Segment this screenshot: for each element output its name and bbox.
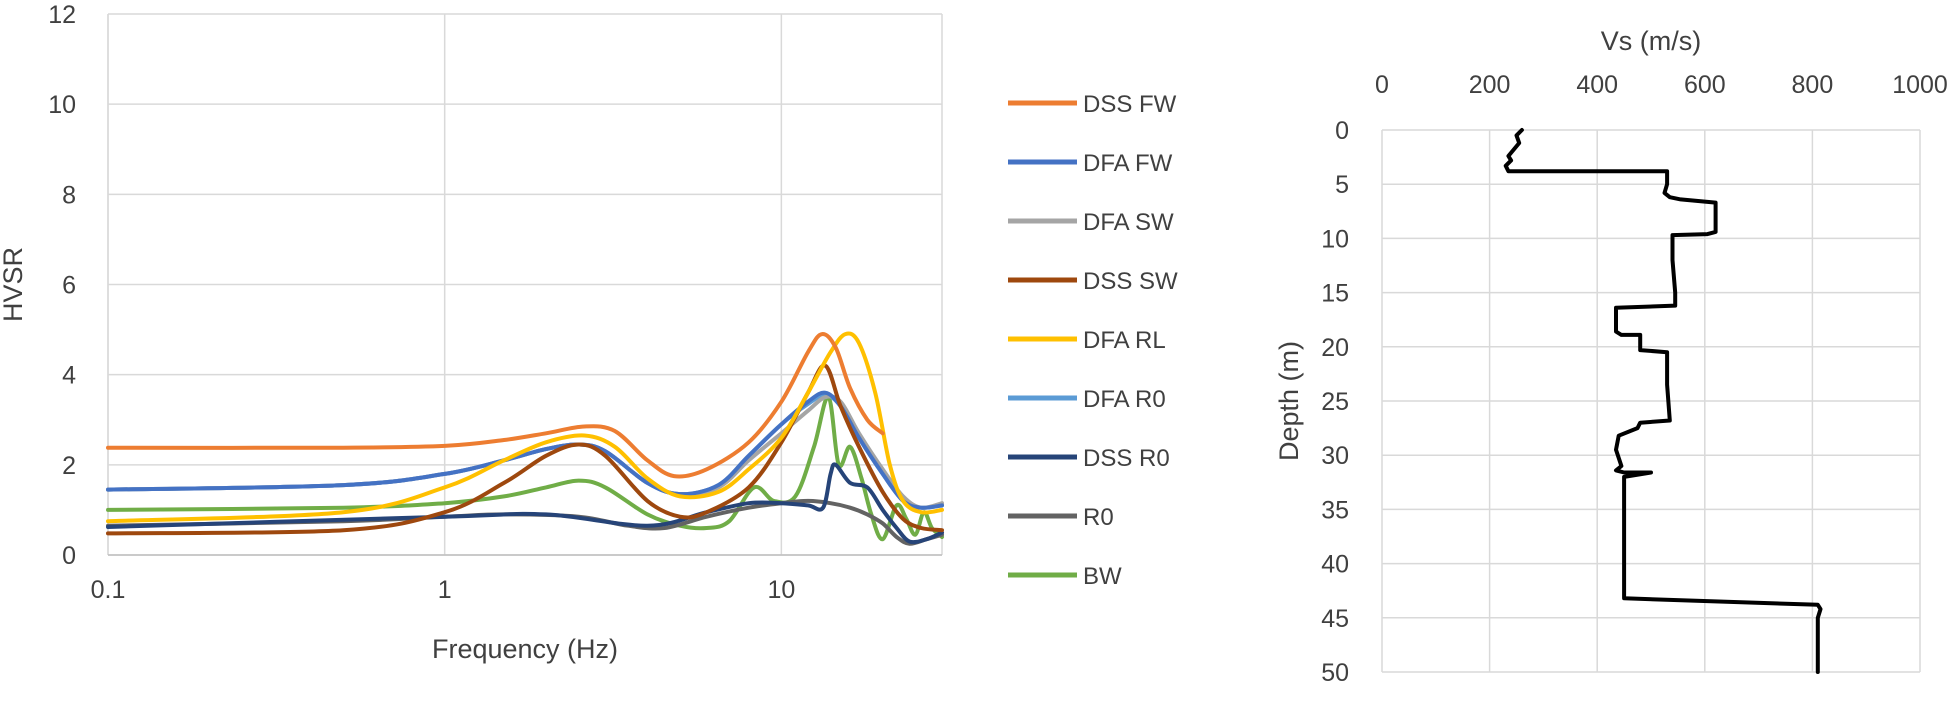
legend-label: DSS R0: [1083, 445, 1170, 472]
legend-item-dss-sw: DSS SW: [1008, 268, 1178, 295]
hvsr-series-lines: [106, 331, 944, 546]
hvsr-chart: 0 2 4 6 8 10 12 0.1 1 10 Frequency (Hz) HVSR DSS …: [0, 1, 1178, 664]
hvsr-x-axis-label: Frequency (Hz): [432, 634, 618, 664]
legend-item-r0: R0: [1008, 504, 1114, 531]
legend-label: DFA RL: [1083, 327, 1166, 354]
series-line-dfa-rl: [106, 331, 944, 524]
vs-x-tick-label: 0: [1375, 71, 1389, 99]
hvsr-y-tick-label: 6: [62, 272, 76, 300]
depth-y-tick-label: 50: [1321, 659, 1349, 687]
vs-profile-tick-labels: 0 200 400 600 800 1000 0 5 10 15 20 25 30 35 40 45 50: [1321, 71, 1948, 687]
vs-x-axis-label: Vs (m/s): [1601, 26, 1702, 56]
hvsr-x-tick-label: 0.1: [91, 576, 126, 604]
hvsr-y-tick-label: 8: [62, 181, 76, 209]
legend-label: R0: [1083, 504, 1114, 531]
series-line-dss-sw: [106, 363, 944, 536]
series-line-dss-fw: [106, 332, 885, 479]
hvsr-y-axis-label: HVSR: [0, 247, 28, 322]
hvsr-x-tick-label: 1: [438, 576, 452, 604]
vs-x-tick-label: 1000: [1892, 71, 1948, 99]
legend: DSS FW DFA FW DFA SW DSS SW DFA RL DFA R0 DSS …: [1008, 91, 1178, 590]
legend-label: DFA R0: [1083, 386, 1166, 413]
legend-label: DFA SW: [1083, 209, 1174, 236]
hvsr-x-tick-label: 10: [767, 576, 795, 604]
depth-y-tick-label: 45: [1321, 605, 1349, 633]
legend-item-bw: BW: [1008, 563, 1122, 590]
legend-item-dfa-rl: DFA RL: [1008, 327, 1166, 354]
legend-item-dfa-fw: DFA FW: [1008, 150, 1173, 177]
legend-label: DFA FW: [1083, 150, 1173, 177]
series-line-dss-r0: [106, 462, 944, 545]
hvsr-grid: [107, 13, 943, 556]
vs-profile-line: [1503, 128, 1823, 674]
legend-label: DSS SW: [1083, 268, 1178, 295]
depth-y-tick-label: 10: [1321, 225, 1349, 253]
vs-x-tick-label: 600: [1684, 71, 1726, 99]
hvsr-tick-labels: 0 2 4 6 8 10 12 0.1 1 10: [48, 1, 795, 604]
depth-y-tick-label: 35: [1321, 496, 1349, 524]
depth-y-axis-label: Depth (m): [1274, 341, 1304, 461]
hvsr-y-tick-label: 2: [62, 452, 76, 480]
series-line-dfa-fw: [106, 390, 944, 510]
depth-y-tick-label: 30: [1321, 442, 1349, 470]
depth-y-tick-label: 25: [1321, 388, 1349, 416]
vs-x-tick-label: 400: [1576, 71, 1618, 99]
depth-y-tick-label: 5: [1335, 171, 1349, 199]
hvsr-y-tick-label: 12: [48, 1, 76, 29]
depth-y-tick-label: 40: [1321, 551, 1349, 579]
legend-item-dss-r0: DSS R0: [1008, 445, 1170, 472]
vs-x-tick-label: 800: [1792, 71, 1834, 99]
depth-y-tick-label: 15: [1321, 280, 1349, 308]
vs-profile-chart: 0 200 400 600 800 1000 0 5 10 15 20 25 30 35 40 45 50 Vs…: [1274, 26, 1948, 687]
legend-item-dss-fw: DSS FW: [1008, 91, 1177, 118]
legend-item-dfa-sw: DFA SW: [1008, 209, 1174, 236]
vs-profile-grid: [1381, 129, 1921, 673]
legend-label: DSS FW: [1083, 91, 1177, 118]
hvsr-y-tick-label: 0: [62, 542, 76, 570]
legend-label: BW: [1083, 563, 1122, 590]
depth-y-tick-label: 20: [1321, 334, 1349, 362]
vs-profile-series-line: [1503, 128, 1823, 674]
vs-x-tick-label: 200: [1469, 71, 1511, 99]
hvsr-y-tick-label: 10: [48, 91, 76, 119]
depth-y-tick-label: 0: [1335, 117, 1349, 145]
hvsr-y-tick-label: 4: [62, 362, 76, 390]
legend-item-dfa-r0: DFA R0: [1008, 386, 1166, 413]
